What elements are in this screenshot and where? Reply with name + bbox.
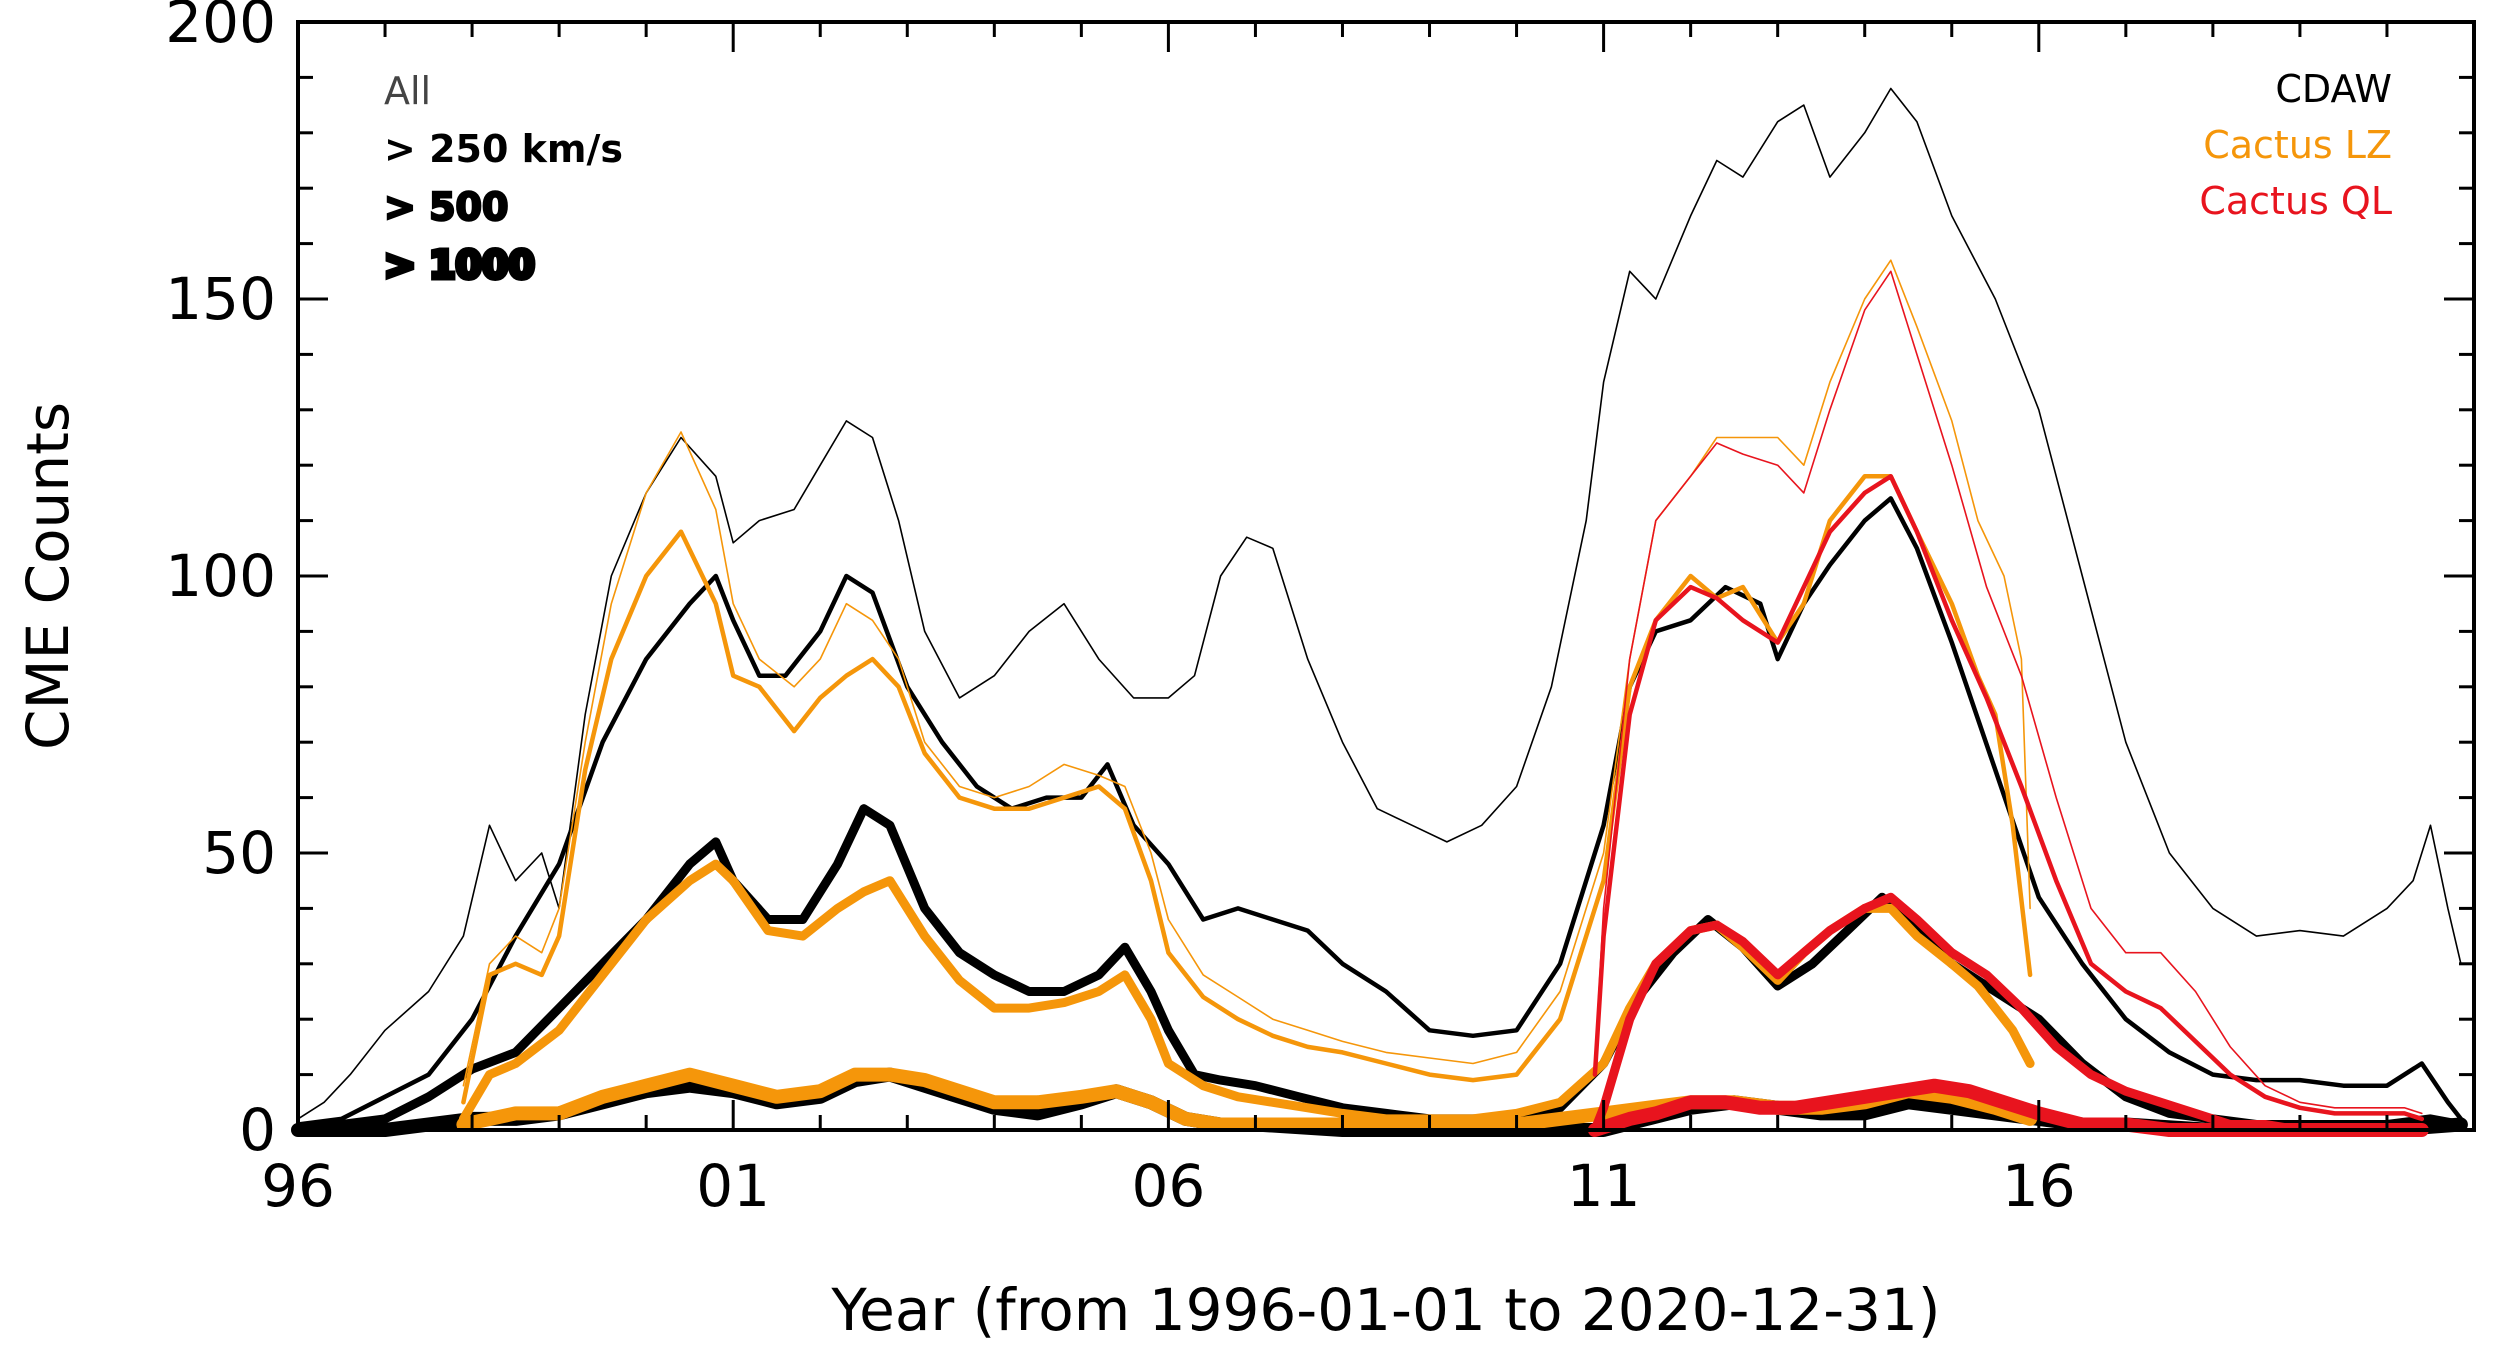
x-tick-label: 06 [1131,1152,1205,1220]
x-tick-label: 11 [1567,1152,1641,1220]
legend-thresholds: All > 250 km/s > 500 > 1000 [382,69,623,290]
y-axis-title: CME Counts [14,402,82,750]
series-line-cdaw-250-km-s [295,496,2464,1127]
legend-threshold-all: All [384,69,431,113]
y-tick-label: 50 [202,819,276,887]
series-line-cactus-lz-250-km-s [461,474,2033,1105]
series-line-cactus-ql-250-km-s [1592,474,2425,1122]
x-axis-title: Year (from 1996-01-01 to 2020-12-31) [830,1276,1940,1344]
legend-threshold-1000: > 1000 [384,243,535,287]
legend-catalogs: CDAW Cactus LZ Cactus QL [2199,67,2392,223]
series-line-cactus-ql-all [1594,270,2423,1115]
y-tick-label: 150 [165,265,276,333]
series-line-cdaw-500 [293,804,2466,1135]
legend-threshold-500: > 500 [384,185,508,229]
series-line-cactus-lz-all [462,259,2031,1087]
tick-label-layer: 0 50 100 150 200 96 01 06 11 16 [165,0,2075,1220]
x-tick-label: 96 [261,1152,335,1220]
x-tick-label: 16 [2002,1152,2076,1220]
legend-catalog-cactus-ql: Cactus QL [2199,179,2392,223]
y-tick-label: 0 [239,1096,276,1164]
legend-threshold-250-km-s: > 250 km/s [384,127,623,171]
tick-layer [296,20,2476,1132]
series-line-cdaw-all [297,87,2462,1120]
y-tick-label: 100 [165,542,276,610]
legend-catalog-cactus-lz: Cactus LZ [2203,123,2392,167]
x-tick-label: 01 [696,1152,770,1220]
legend-catalog-cdaw: CDAW [2275,67,2392,111]
y-tick-label: 200 [165,0,276,56]
series-layer [291,87,2468,1137]
